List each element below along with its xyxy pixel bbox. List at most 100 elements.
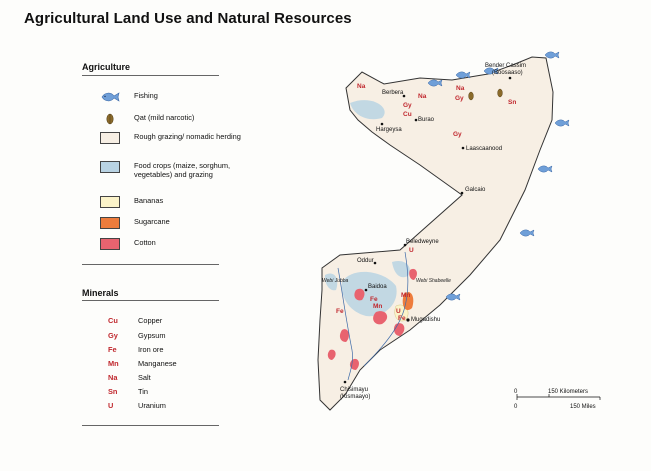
mineral-code-u: U [409, 247, 414, 254]
city-label-hargeysa: Hargeysa [376, 127, 402, 133]
river-label-shabeelle: Webi Shabeelle [416, 278, 451, 284]
city-label-oddur: Oddur [357, 258, 374, 264]
agriculture-heading: Agriculture [82, 62, 131, 72]
legend-label: Food crops (maize, sorghum, vegetables) … [134, 161, 231, 179]
food-crops-area-north [350, 100, 385, 120]
cotton-swatch [100, 238, 120, 250]
city-label-boosaaso: (Boosaaso) [492, 70, 523, 76]
country-outline [317, 56, 554, 411]
river-jubba [337, 267, 353, 381]
city-label-baidoa: Baidoa [368, 284, 387, 290]
fish-icon [100, 91, 120, 103]
city-dot-beledweyne [403, 243, 407, 247]
mineral-code-fe: Fe [370, 296, 378, 303]
fish-icon [537, 165, 553, 173]
banana-area [394, 304, 409, 322]
food-crops-area-shabeelle [392, 260, 410, 278]
river-shabeelle [363, 251, 409, 367]
mineral-code-na: Na [456, 85, 465, 92]
map-title: Agricultural Land Use and Natural Resour… [24, 10, 352, 27]
legend-label: Fishing [134, 91, 158, 100]
mineral-label: Salt [138, 373, 151, 382]
cotton-area [354, 288, 365, 301]
city-label-mugadishu: Mugadishu [411, 317, 440, 323]
mineral-iron: Fe Iron ore [108, 345, 163, 354]
city-dot-hargeysa [380, 122, 384, 126]
mineral-code: Na [108, 373, 118, 382]
minerals-rule [82, 300, 219, 301]
city-dot-galcaio [460, 191, 464, 195]
city-dots [343, 76, 512, 384]
minerals-end-rule [82, 425, 219, 426]
legend-rough-grazing: Rough grazing/ nomadic herding [100, 132, 244, 144]
mineral-label: Iron ore [138, 345, 164, 354]
food-crops-area-bay [341, 271, 397, 317]
mineral-label: Gypsum [138, 331, 166, 340]
mineral-label: Manganese [138, 359, 177, 368]
scale-zero-mi: 0 [514, 404, 518, 410]
mineral-code-cu: Cu [403, 111, 412, 118]
city-label-chisimayu: Chisimayu [340, 387, 368, 393]
legend-food-crops: Food crops (maize, sorghum, vegetables) … [100, 161, 244, 179]
mineral-tin: Sn Tin [108, 387, 148, 396]
mineral-code-u: U [396, 308, 401, 315]
fish-icon [445, 293, 461, 301]
fish-icon [427, 79, 443, 87]
mineral-code-mn: Mn [401, 292, 410, 299]
mineral-uranium: U Uranium [108, 401, 166, 410]
fish-icon [519, 229, 535, 237]
mineral-code: Cu [108, 316, 118, 325]
scale-mi-label: 150 Miles [570, 404, 596, 410]
river-label-jubba: Webi Jubba [322, 278, 349, 284]
city-dot-mugadishu [406, 318, 410, 322]
legend-label: Qat (mild narcotic) [134, 113, 195, 122]
mineral-label: Uranium [138, 401, 166, 410]
city-dot-laascaanood [461, 146, 465, 150]
mineral-code-fe: Fe [336, 308, 344, 315]
mineral-code: Gy [108, 331, 118, 340]
city-label-beledweyne: Beledweyne [406, 239, 439, 245]
legend-sugarcane: Sugarcane [100, 217, 244, 229]
scale-zero-km: 0 [514, 389, 518, 395]
legend-qat: Qat (mild narcotic) [100, 113, 244, 125]
food-crops-swatch [100, 161, 120, 173]
city-dot-baidoa [364, 288, 368, 292]
legend-label: Sugarcane [134, 217, 170, 226]
city-dot-berbera [402, 94, 406, 98]
legend-label: Cotton [134, 238, 156, 247]
city-dot-burao [414, 118, 418, 122]
mineral-code: Sn [108, 387, 118, 396]
mineral-label: Tin [138, 387, 148, 396]
fish-icon [544, 51, 560, 59]
cotton-area [327, 349, 336, 360]
city-dot-bender-cassim [508, 76, 512, 80]
mineral-code: U [108, 401, 114, 410]
mineral-copper: Cu Copper [108, 316, 162, 325]
sugarcane-swatch [100, 217, 120, 229]
mineral-code-gy: Gy [453, 131, 462, 138]
scale-bar: 0 150 Kilometers 0 150 Miles [514, 389, 601, 410]
mineral-label: Copper [138, 316, 163, 325]
fish-icon [455, 71, 471, 79]
city-label-galcaio: Galcaio [465, 187, 486, 193]
legend-label: Rough grazing/ nomadic herding [134, 132, 241, 141]
city-label-laascaanood: Laascaanood [466, 146, 502, 152]
qat-leaf-icon [497, 88, 503, 98]
cotton-area [373, 311, 388, 325]
mineral-code-na: Na [357, 83, 366, 90]
legend-fishing: Fishing [100, 91, 244, 103]
bananas-swatch [100, 196, 120, 208]
mineral-code-mn: Mn [373, 303, 382, 310]
agriculture-end-rule [82, 264, 219, 265]
city-dot-chisimayu [343, 380, 347, 384]
mineral-salt: Na Salt [108, 373, 151, 382]
scale-km-label: 150 Kilometers [548, 389, 588, 395]
mineral-code-fe: Fe [398, 315, 406, 322]
food-crops-area-west [324, 273, 338, 291]
grazing-swatch [100, 132, 120, 144]
legend-label: Bananas [134, 196, 164, 205]
minerals-heading: Minerals [82, 288, 119, 298]
legend-cotton: Cotton [100, 238, 244, 250]
fish-icon [554, 119, 570, 127]
